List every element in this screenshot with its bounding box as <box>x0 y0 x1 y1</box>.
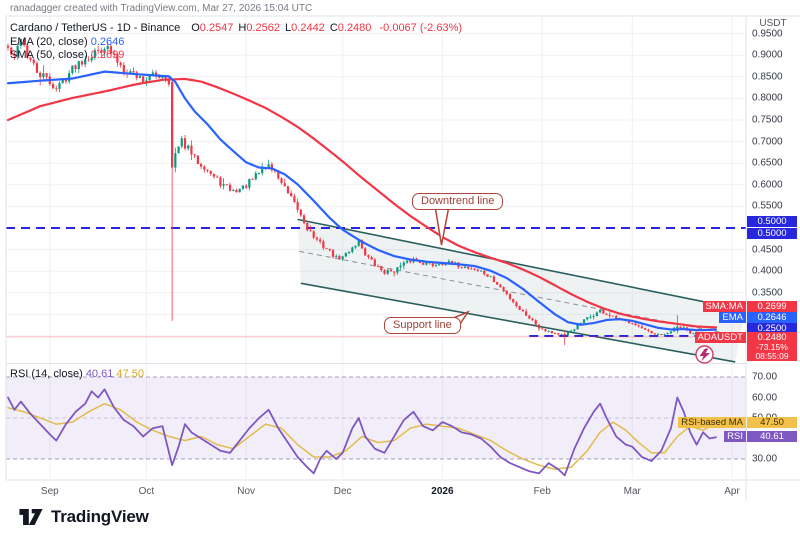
price-tick-0.7500: 0.7500 <box>752 114 783 126</box>
range-change-percent: -73.15% <box>747 343 797 352</box>
time-tick-Mar: Mar <box>623 486 641 497</box>
level-badge-0.50-upper: 0.5000 <box>747 216 797 227</box>
price-tick-0.9500: 0.9500 <box>752 28 783 40</box>
rsi-value: 40.61 <box>85 368 114 380</box>
symbol-title[interactable]: Cardano / TetherUS <box>10 22 108 34</box>
rsi-badge: RSI 40.61 <box>724 431 797 442</box>
time-tick-Nov: Nov <box>237 486 256 497</box>
level-badge-0.50-lower: 0.5000 <box>747 227 797 239</box>
tradingview-logo-text: TradingView <box>51 507 149 526</box>
price-tick-0.4500: 0.4500 <box>752 244 783 256</box>
time-tick-Oct: Oct <box>138 486 155 497</box>
price-tick-0.9000: 0.9000 <box>752 49 783 61</box>
rsi-legend[interactable]: RSI (14, close) 40.61 47.50 <box>10 368 144 380</box>
downtrend-line-callout[interactable]: Downtrend line <box>412 193 504 210</box>
time-tick-Apr: Apr <box>724 486 740 497</box>
price-tick-0.7000: 0.7000 <box>752 136 783 148</box>
ohlc-values: O0.2547 H0.2562 L0.2442 C0.2480 -0.0067 (-2… <box>191 22 463 34</box>
price-tick-0.5500: 0.5500 <box>752 200 783 212</box>
change-value: -0.0067 (-2.63%) <box>379 22 463 34</box>
symbol-legend[interactable]: Cardano / TetherUS -1D - Binance O0.2547 H0.2… <box>10 22 463 34</box>
level-badge-0.25: 0.2500 <box>747 322 797 334</box>
rsi-ma-value: 47.50 <box>116 368 144 380</box>
rsi-tick-70.00: 70.00 <box>752 371 778 383</box>
exchange-label[interactable]: Binance <box>140 22 181 34</box>
sma-value: 0.2699 <box>90 49 125 61</box>
flash-idea-icon[interactable] <box>695 345 714 364</box>
interval-label[interactable]: 1D <box>116 22 131 34</box>
support-line-callout[interactable]: Support line <box>384 317 461 334</box>
rsi-tick-60.00: 60.00 <box>752 392 778 403</box>
sma-legend[interactable]: SMA (50, close) 0.2699 <box>10 49 125 61</box>
time-tick-Feb: Feb <box>533 486 551 497</box>
attribution-text: ranadagger created with TradingView.com,… <box>10 3 313 14</box>
rsi-ma-badge: RSI-based MA 47.50 <box>678 417 797 428</box>
price-axis-currency: USDT <box>759 18 787 29</box>
ema-legend[interactable]: EMA (20, close) 0.2646 <box>10 36 125 48</box>
sma-badge: SMA:MA 0.2699 <box>702 301 797 312</box>
price-tick-0.6500: 0.6500 <box>752 157 783 169</box>
time-tick-2026: 2026 <box>431 486 454 497</box>
ema-value: 0.2646 <box>90 36 125 48</box>
time-tick-Dec: Dec <box>333 486 352 497</box>
rsi-tick-30.00: 30.00 <box>752 453 778 465</box>
time-tick-Sep: Sep <box>40 486 59 497</box>
tradingview-logo-icon <box>19 509 43 525</box>
tradingview-logo[interactable]: TradingView <box>18 506 149 528</box>
price-tick-0.6000: 0.6000 <box>752 179 783 191</box>
bar-countdown: 08:55:09 <box>747 352 797 361</box>
price-tick-0.4000: 0.4000 <box>752 265 783 277</box>
last-price-badge: ADAUSDT 0.2480 -73.15% 08:55:09 <box>694 332 797 361</box>
price-tick-0.3500: 0.3500 <box>752 287 783 299</box>
price-tick-0.8000: 0.8000 <box>752 92 783 104</box>
ema-badge: EMA 0.2646 <box>719 312 797 323</box>
price-tick-0.8500: 0.8500 <box>752 71 783 83</box>
